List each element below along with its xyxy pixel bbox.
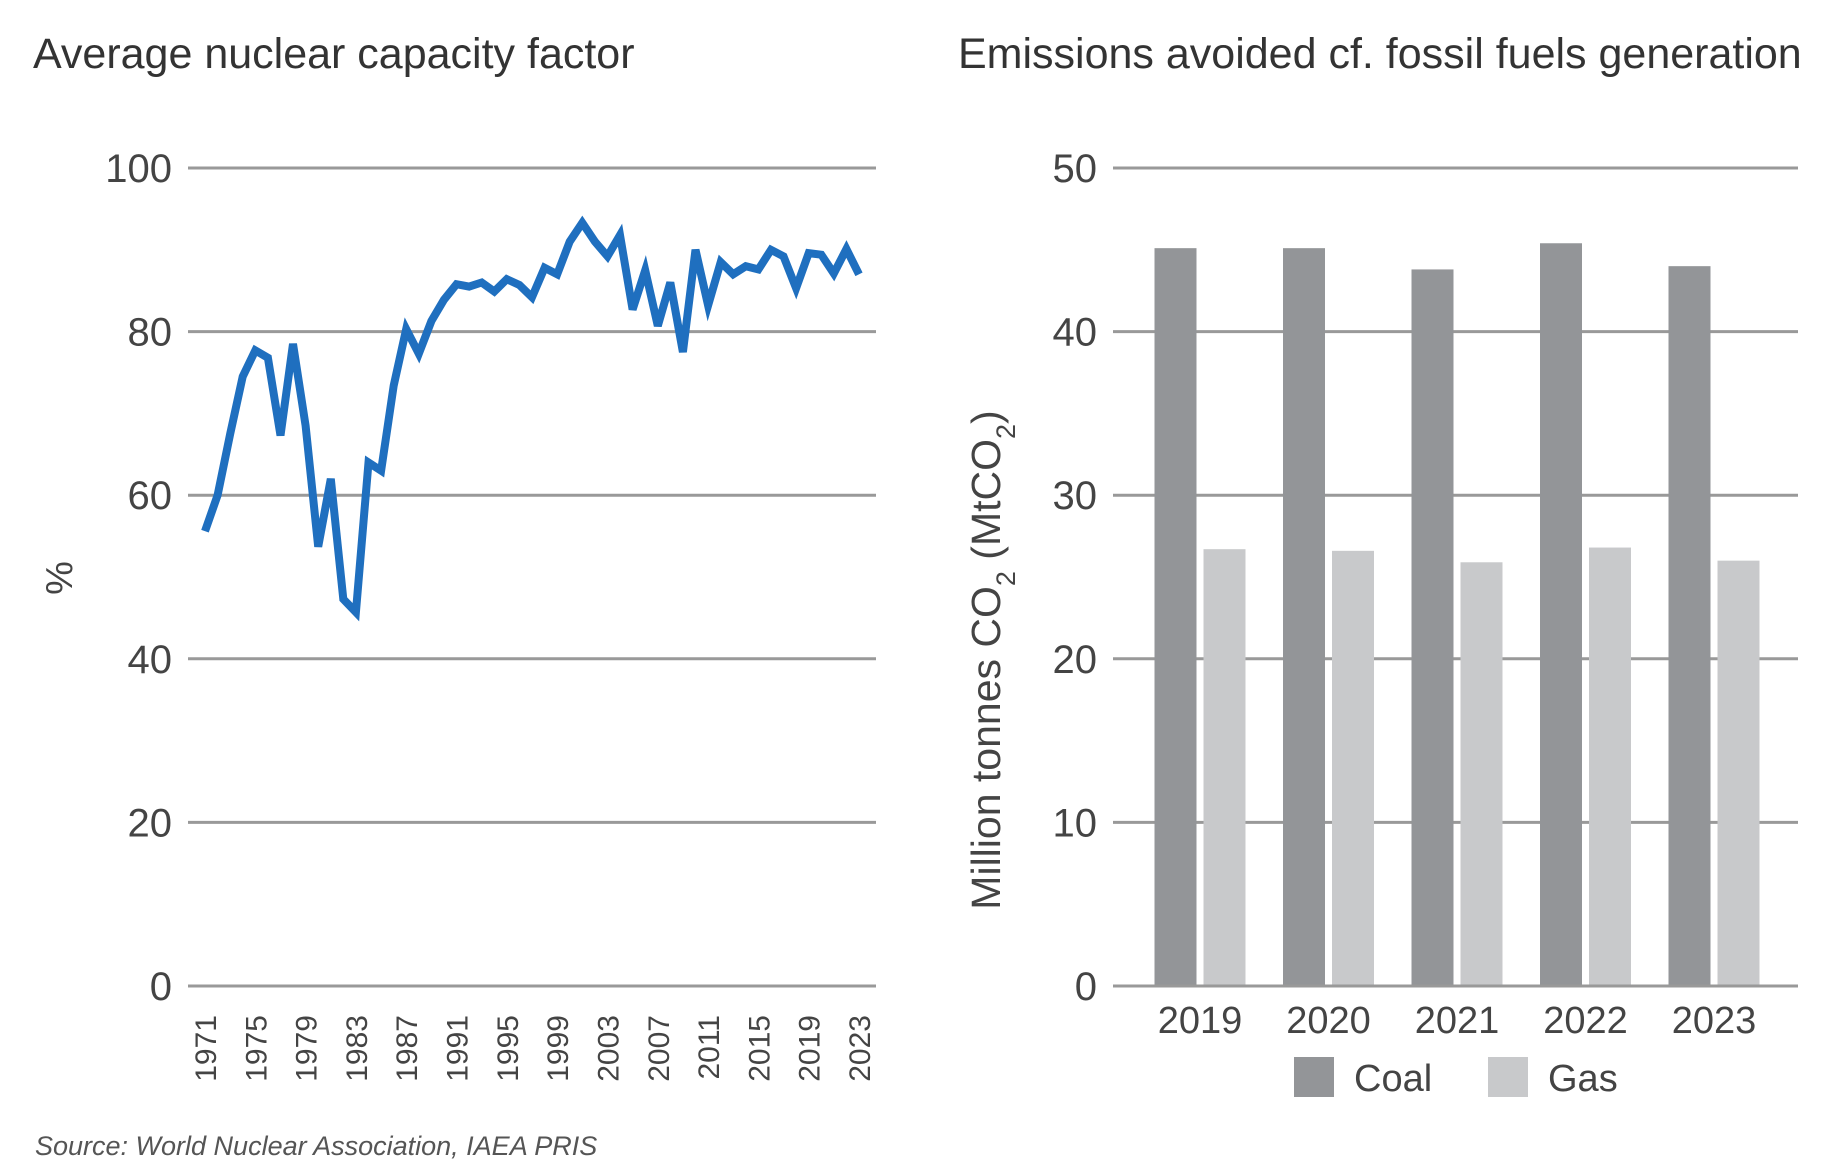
bar-gas-2019 [1203, 549, 1246, 986]
right-y-tick-label: 30 [1053, 474, 1098, 518]
left-chart-y-axis-label: % [39, 561, 81, 595]
left-y-tick-label: 60 [128, 474, 173, 518]
left-x-tick-label: 1991 [442, 1015, 475, 1082]
legend-label-coal: Coal [1354, 1058, 1432, 1100]
left-x-tick-label: 1995 [492, 1015, 525, 1082]
right-y-tick-label: 40 [1053, 311, 1098, 355]
bar-coal-2019 [1154, 248, 1197, 986]
left-x-tick-label: 2023 [844, 1015, 877, 1082]
legend-swatch-coal [1294, 1057, 1334, 1097]
right-y-tick-label: 0 [1075, 965, 1097, 1009]
left-y-tick-label: 40 [128, 638, 173, 682]
left-chart-gridlines [188, 166, 876, 988]
right-y-tick-label: 50 [1053, 147, 1098, 191]
bar-gas-2020 [1332, 550, 1374, 986]
right-y-tick-label: 10 [1053, 801, 1098, 845]
right-x-tick-label: 2020 [1286, 1000, 1371, 1042]
left-x-tick-label: 1983 [341, 1015, 374, 1082]
left-x-tick-label: 1987 [391, 1015, 424, 1082]
right-chart-x-ticks: 2019 2020 2021 2022 2023 [1158, 1000, 1757, 1042]
right-x-tick-label: 2021 [1415, 1000, 1500, 1042]
bar-coal-2022 [1540, 243, 1582, 987]
source-note: Source: World Nuclear Association, IAEA … [35, 1131, 598, 1161]
right-chart-legend: Coal Gas [1294, 1057, 1618, 1100]
right-chart-title: Emissions avoided cf. fossil fuels gener… [958, 30, 1802, 78]
bar-coal-2020 [1283, 248, 1325, 986]
left-x-tick-label: 1979 [291, 1015, 324, 1082]
bar-coal-2021 [1411, 269, 1454, 986]
legend-label-gas: Gas [1548, 1058, 1618, 1100]
right-chart-y-axis-label: Million tonnes CO2 (MtCO2) [963, 410, 1021, 909]
left-x-tick-label: 2015 [743, 1015, 776, 1082]
left-x-tick-label: 1999 [542, 1015, 575, 1082]
left-x-tick-label: 1975 [240, 1015, 273, 1082]
right-y-tick-label: 20 [1053, 638, 1098, 682]
left-x-tick-label: 2011 [693, 1015, 726, 1080]
left-x-tick-label: 2003 [592, 1015, 625, 1082]
bar-gas-2022 [1589, 547, 1631, 986]
left-chart-line-series [201, 215, 863, 622]
left-chart-y-ticks: 0 20 40 60 80 100 [105, 147, 172, 1009]
left-x-tick-label: 2019 [794, 1015, 827, 1082]
bar-gas-2023 [1717, 560, 1760, 986]
left-y-tick-label: 100 [105, 147, 172, 191]
bar-gas-2021 [1460, 562, 1503, 986]
left-y-tick-label: 20 [128, 801, 173, 845]
right-x-tick-label: 2023 [1672, 1000, 1757, 1042]
left-chart-title: Average nuclear capacity factor [33, 30, 635, 78]
legend-swatch-gas [1488, 1057, 1528, 1097]
left-y-tick-label: 80 [128, 311, 173, 355]
right-x-tick-label: 2019 [1158, 1000, 1243, 1042]
bar-coal-2023 [1668, 266, 1711, 986]
left-y-tick-label: 0 [150, 965, 172, 1009]
right-chart-bars [1113, 243, 1798, 988]
left-x-tick-label: 2007 [643, 1015, 676, 1082]
right-x-tick-label: 2022 [1543, 1000, 1628, 1042]
left-x-tick-label: 1971 [190, 1015, 223, 1082]
capacity-factor-line [201, 215, 863, 622]
right-chart-y-ticks: 0 10 20 30 40 50 [1053, 147, 1098, 1009]
left-chart-x-ticks: 1971 1975 1979 1983 1987 1991 1995 1999 2003 2007… [190, 1015, 877, 1082]
